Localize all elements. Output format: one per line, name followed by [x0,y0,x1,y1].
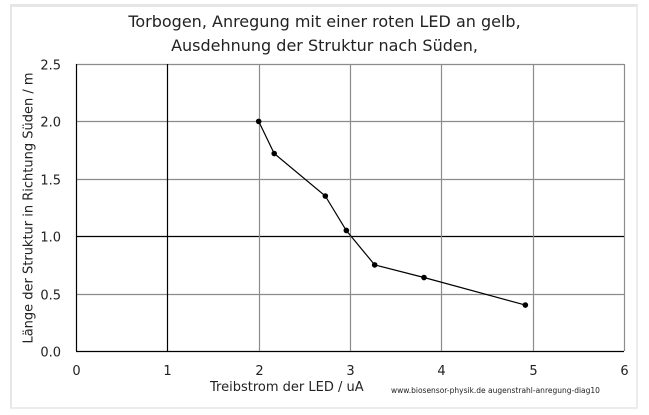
x-axis-label: Treibstrom der LED / uA [210,380,364,395]
y-tick-label: 0.5 [40,289,61,304]
chart-title-line1: Torbogen, Anregung mit einer roten LED a… [128,12,521,31]
data-point [522,302,529,308]
y-tick-label: 1.0 [40,231,61,246]
x-tick-label: 5 [529,364,537,379]
x-tick-label: 2 [255,364,263,379]
data-point [421,274,427,281]
y-tick-label: 0.0 [40,346,61,361]
y-axis-label: Länge der Struktur in Richtung Süden / m [21,72,37,344]
y-tick-label: 1.5 [40,174,61,189]
y-tick-label: 2.0 [40,116,61,131]
source-credit: www.biosensor-physik.de augenstrahl-anre… [391,386,600,395]
chart-title-line2: Ausdehnung der Struktur nach Süden, [171,36,478,55]
x-tick-label: 6 [620,364,628,379]
chart-frame [10,4,638,409]
data-point [343,227,350,234]
x-tick-label: 0 [72,364,80,379]
x-tick-label: 4 [437,364,445,379]
data-point [322,193,329,199]
x-tick-label: 3 [346,364,354,379]
y-tick-label: 2.5 [40,59,61,74]
data-point [371,262,378,268]
data-line [258,121,526,306]
data-point [271,150,277,157]
x-tick-label: 1 [163,364,171,379]
data-point [255,118,262,125]
